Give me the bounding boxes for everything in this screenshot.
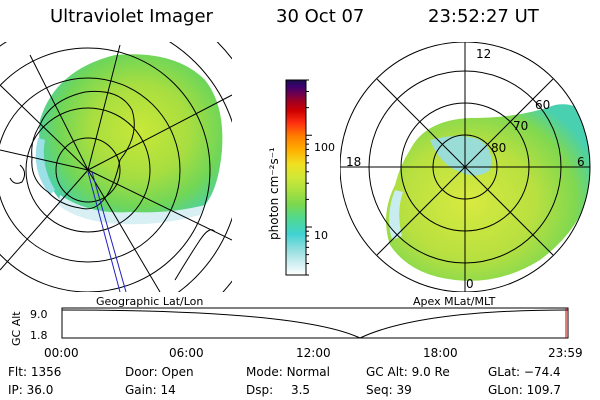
glon-info: GLon: 109.7 bbox=[488, 383, 561, 397]
time-tick-0600: 06:00 bbox=[169, 346, 204, 360]
time-tick-1200: 12:00 bbox=[296, 346, 331, 360]
mlt-6-label: 6 bbox=[577, 155, 585, 169]
dsp-info: Dsp: 3.5 bbox=[246, 383, 310, 397]
time-tick-0000: 00:00 bbox=[44, 346, 79, 360]
colorbar: 100 10 photon cm⁻²s⁻¹ bbox=[267, 79, 335, 276]
dsp-value: 3.5 bbox=[290, 383, 311, 397]
apex-panel-label: Apex MLat/MLT bbox=[413, 295, 496, 308]
mlt-0-label: 0 bbox=[466, 277, 474, 291]
instrument-title: Ultraviolet Imager bbox=[50, 6, 213, 27]
image-date: 30 Oct 07 bbox=[276, 6, 365, 27]
colorbar-gradient bbox=[285, 79, 307, 276]
seq-info: Seq: 39 bbox=[366, 383, 412, 397]
altitude-strip-chart: GC Alt 9.0 1.8 bbox=[10, 307, 569, 346]
seq-label: Seq: bbox=[366, 383, 393, 397]
aurora-emission-region bbox=[39, 54, 223, 224]
altitude-axis-label: GC Alt bbox=[10, 311, 23, 346]
seq-value: 39 bbox=[396, 383, 412, 397]
time-tick-2359: 23:59 bbox=[548, 346, 583, 360]
glon-value: 109.7 bbox=[526, 383, 561, 397]
flt-value: 1356 bbox=[30, 365, 62, 379]
gain-value: 14 bbox=[160, 383, 176, 397]
mlat-60-label: 60 bbox=[535, 98, 550, 112]
altitude-min-label: 1.8 bbox=[30, 329, 48, 342]
glat-label: GLat: bbox=[488, 365, 521, 379]
flt-label: Flt: bbox=[8, 365, 27, 379]
gain-info: Gain: 14 bbox=[125, 383, 176, 397]
glat-info: GLat: −74.4 bbox=[488, 365, 561, 379]
colorbar-ticks bbox=[306, 79, 312, 276]
dsp-label: Dsp: bbox=[246, 383, 274, 397]
mode-label: Mode: bbox=[246, 365, 283, 379]
ip-label: IP: bbox=[8, 383, 23, 397]
door-value: Open bbox=[161, 365, 194, 379]
mlt-12-label: 12 bbox=[476, 47, 491, 61]
colorbar-label: photon cm⁻²s⁻¹ bbox=[267, 147, 281, 240]
mlt-18-label: 18 bbox=[346, 155, 361, 169]
mode-value: Normal bbox=[286, 365, 330, 379]
gcalt-info: GC Alt: 9.0 Re bbox=[366, 365, 450, 379]
altitude-max-label: 9.0 bbox=[30, 308, 48, 321]
glat-value: −74.4 bbox=[523, 365, 561, 379]
aurora-oval bbox=[386, 104, 590, 281]
colorbar-tick-10: 10 bbox=[314, 229, 328, 242]
mlat-70-label: 70 bbox=[513, 119, 528, 133]
time-tick-1800: 18:00 bbox=[423, 346, 458, 360]
gain-label: Gain: bbox=[125, 383, 157, 397]
geographic-image bbox=[0, 42, 232, 292]
antarctic-coastline bbox=[31, 90, 135, 210]
apex-mlat-mlt-image: 12 18 6 0 80 70 60 bbox=[340, 42, 591, 292]
altitude-curve bbox=[61, 309, 569, 339]
flight-info: Flt: 1356 bbox=[8, 365, 61, 379]
ip-info: IP: 36.0 bbox=[8, 383, 53, 397]
door-info: Door: Open bbox=[125, 365, 194, 379]
geographic-panel-label: Geographic Lat/Lon bbox=[96, 295, 204, 308]
gcalt-label: GC Alt: bbox=[366, 365, 408, 379]
door-label: Door: bbox=[125, 365, 158, 379]
mlat-80-label: 80 bbox=[491, 141, 506, 155]
image-time: 23:52:27 UT bbox=[428, 6, 539, 27]
altitude-strip-frame bbox=[61, 307, 569, 339]
ip-value: 36.0 bbox=[26, 383, 54, 397]
satellite-track bbox=[87, 171, 127, 292]
mode-info: Mode: Normal bbox=[246, 365, 330, 379]
colorbar-tick-100: 100 bbox=[314, 141, 335, 154]
glon-label: GLon: bbox=[488, 383, 523, 397]
gcalt-value: 9.0 Re bbox=[411, 365, 450, 379]
